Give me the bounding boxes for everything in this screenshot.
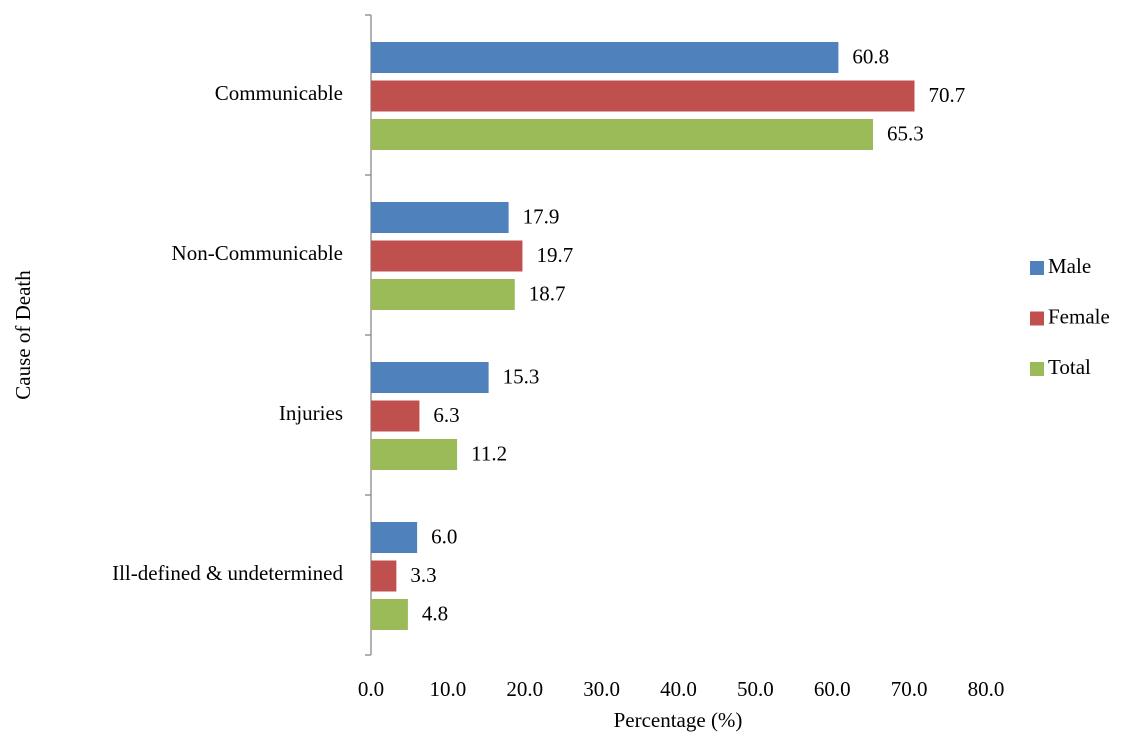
bar bbox=[371, 202, 509, 233]
x-tick-label: 70.0 bbox=[891, 677, 928, 701]
x-tick-label: 30.0 bbox=[583, 677, 620, 701]
x-tick-label: 0.0 bbox=[358, 677, 384, 701]
data-label: 6.3 bbox=[433, 403, 459, 427]
bar bbox=[371, 362, 489, 393]
bar bbox=[371, 119, 873, 150]
legend-label: Total bbox=[1048, 355, 1091, 379]
y-tick-label: Non-Communicable bbox=[172, 241, 343, 265]
data-label: 15.3 bbox=[503, 364, 540, 388]
x-tick-label: 50.0 bbox=[737, 677, 774, 701]
data-label: 11.2 bbox=[471, 441, 507, 465]
data-label: 4.8 bbox=[422, 601, 448, 625]
y-tick-label: Injuries bbox=[279, 401, 343, 425]
bar bbox=[371, 439, 458, 470]
x-tick-label: 80.0 bbox=[968, 677, 1005, 701]
bar bbox=[371, 599, 408, 630]
x-axis-title: Percentage (%) bbox=[614, 708, 743, 732]
bar bbox=[371, 80, 915, 112]
y-tick-label: Communicable bbox=[215, 81, 343, 105]
data-label: 6.0 bbox=[431, 524, 457, 548]
data-label: 19.7 bbox=[536, 243, 573, 267]
legend-label: Male bbox=[1048, 254, 1091, 278]
data-label: 3.3 bbox=[410, 563, 436, 587]
legend-swatch bbox=[1030, 362, 1044, 376]
x-tick-label: 10.0 bbox=[430, 677, 467, 701]
bar bbox=[371, 560, 397, 592]
data-label: 18.7 bbox=[529, 281, 566, 305]
legend-swatch bbox=[1030, 311, 1044, 326]
bar bbox=[371, 42, 839, 73]
x-tick-label: 20.0 bbox=[506, 677, 543, 701]
data-label: 17.9 bbox=[523, 204, 560, 228]
y-axis-title: Cause of Death bbox=[11, 270, 35, 400]
bar bbox=[371, 279, 515, 310]
data-label: 60.8 bbox=[852, 44, 889, 68]
legend-label: Female bbox=[1048, 304, 1110, 328]
bar bbox=[371, 400, 420, 432]
legend-swatch bbox=[1030, 261, 1044, 275]
bar bbox=[371, 240, 523, 272]
x-tick-label: 60.0 bbox=[814, 677, 851, 701]
data-label: 70.7 bbox=[929, 83, 966, 107]
y-tick-label: Ill-defined & undetermined bbox=[112, 561, 343, 585]
x-tick-label: 40.0 bbox=[660, 677, 697, 701]
data-label: 65.3 bbox=[887, 121, 924, 145]
bar bbox=[371, 522, 418, 553]
